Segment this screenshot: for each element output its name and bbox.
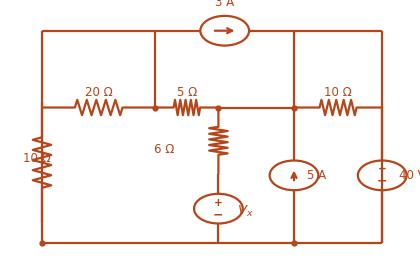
Text: 10 Ω: 10 Ω: [324, 86, 352, 99]
Text: −: −: [213, 208, 224, 221]
Text: 40 V: 40 V: [399, 169, 420, 182]
Text: 10 Ω: 10 Ω: [23, 152, 51, 165]
Text: +: +: [378, 164, 386, 174]
Text: 5 A: 5 A: [307, 169, 326, 182]
Text: 3 A: 3 A: [215, 0, 234, 9]
Text: 20 Ω: 20 Ω: [85, 86, 113, 99]
Text: 5 Ω: 5 Ω: [177, 86, 197, 99]
Text: −: −: [377, 175, 388, 188]
Text: +: +: [214, 198, 223, 208]
Text: $V_x$: $V_x$: [237, 204, 254, 219]
Text: 6 Ω: 6 Ω: [154, 143, 174, 156]
